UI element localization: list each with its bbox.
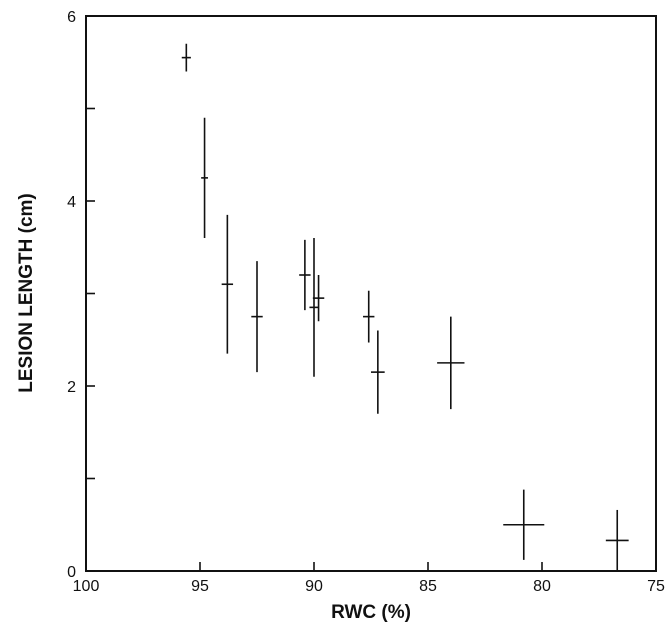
y-axis-title: LESION LENGTH (cm) [16, 193, 37, 393]
y-tick-label: 2 [67, 379, 76, 396]
data-point [503, 489, 545, 560]
x-tick-label: 100 [73, 578, 100, 595]
x-tick-label: 85 [419, 578, 437, 595]
x-tick-label: 90 [305, 578, 323, 595]
data-points [181, 43, 629, 571]
x-axis-title: RWC (%) [331, 602, 411, 623]
data-point [299, 239, 311, 311]
data-point [371, 330, 385, 414]
y-axis-ticks: 0 2 4 6 [67, 9, 95, 581]
x-tick-label: 95 [191, 578, 209, 595]
data-point [363, 290, 375, 343]
x-tick-label: 75 [647, 578, 665, 595]
y-tick-label: 4 [67, 194, 76, 211]
data-point [201, 117, 208, 238]
data-point [181, 43, 191, 72]
x-axis-ticks: 100 95 90 85 80 75 [73, 562, 665, 595]
plot-frame [85, 15, 657, 572]
data-point [221, 214, 234, 354]
data-point [605, 509, 629, 571]
x-tick-label: 80 [533, 578, 551, 595]
data-point [251, 261, 263, 373]
data-point [312, 275, 325, 322]
y-tick-label: 0 [67, 564, 76, 581]
data-point [309, 238, 319, 377]
data-point [437, 316, 465, 410]
y-tick-label: 6 [67, 9, 76, 26]
